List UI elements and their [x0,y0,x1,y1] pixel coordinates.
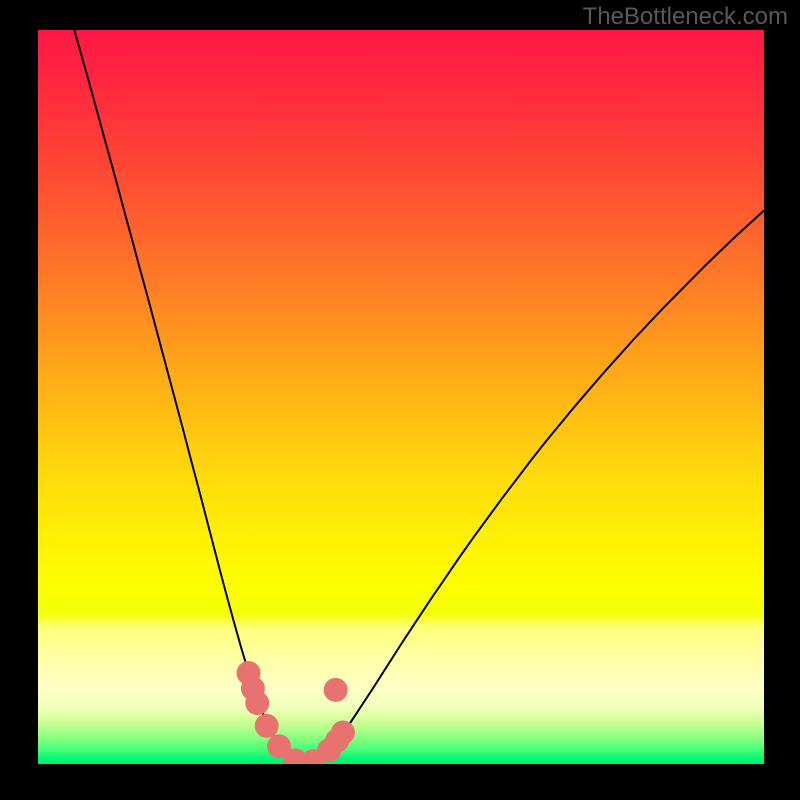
data-point [255,714,279,738]
data-point [331,720,355,744]
gradient-background [38,30,764,764]
data-point [324,678,348,702]
plot-svg [38,30,764,764]
plot-area [38,30,764,764]
data-point [245,691,269,715]
watermark-text: TheBottleneck.com [583,3,788,31]
